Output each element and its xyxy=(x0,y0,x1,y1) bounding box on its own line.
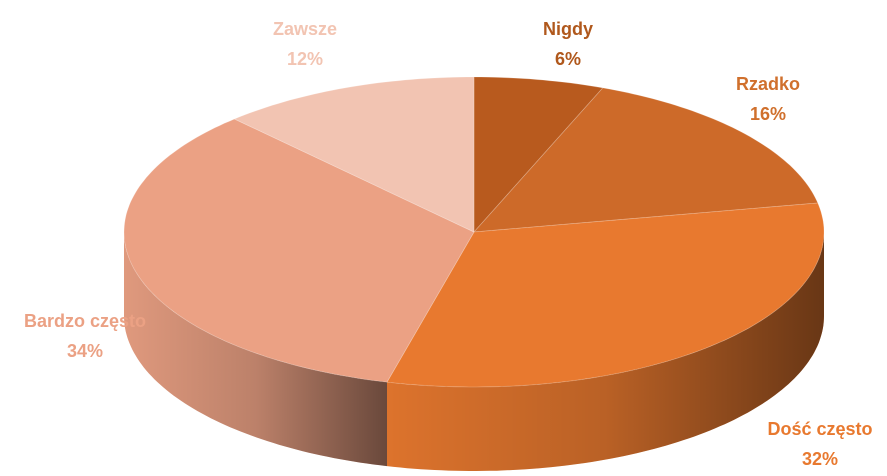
data-label-category: Zawsze xyxy=(273,19,337,39)
data-label-category: Nigdy xyxy=(543,19,593,39)
data-label-value: 34% xyxy=(67,341,103,361)
data-label-category: Bardzo często xyxy=(24,311,146,331)
slice-side-shade xyxy=(124,232,387,467)
slice xyxy=(473,76,604,234)
data-label-category: Rzadko xyxy=(736,74,800,94)
data-label-value: 16% xyxy=(750,104,786,124)
data-label-value: 12% xyxy=(287,49,323,69)
data-label-category: Dość często xyxy=(767,419,872,439)
data-label-value: 6% xyxy=(555,49,581,69)
slice xyxy=(233,76,475,233)
slice xyxy=(123,118,475,383)
slice-side-shade xyxy=(387,232,824,471)
data-label-value: 32% xyxy=(802,449,838,469)
slice xyxy=(386,202,825,388)
slice xyxy=(473,87,819,233)
